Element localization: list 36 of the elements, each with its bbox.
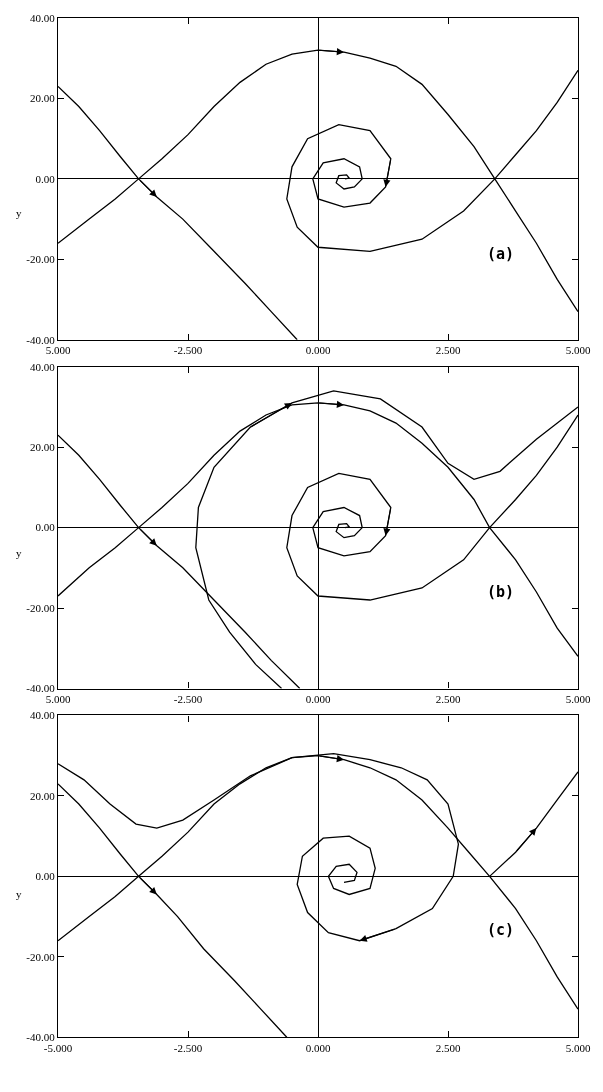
y-tick-label: 20.00 [29,92,56,105]
x-tick-label: -2.500 [173,1041,203,1054]
y-axis-title: y [16,207,22,219]
annotation: (a) [487,245,515,263]
x-tick-label: 5.000 [565,1041,591,1054]
x-tick-label: 2.500 [435,344,461,357]
y-tick-label: 20.00 [29,441,56,454]
y-tick-label: 0.00 [35,870,56,883]
y-tick-label: 0.00 [35,521,56,534]
y-tick-label: 40.00 [29,360,56,373]
y-tick-label: 40.00 [29,709,56,722]
y-tick-label: 0.00 [35,172,56,185]
annotation: (c) [487,921,515,939]
x-tick-label: 0.000 [305,1041,331,1054]
y-tick-label: 40.00 [29,11,56,24]
x-tick-label: 5.000 [45,692,71,705]
x-tick-label: 5.000 [565,344,591,357]
y-tick-label: -20.00 [26,253,56,266]
y-tick-label: -20.00 [26,950,56,963]
x-tick-label: 0.000 [305,692,331,705]
y-axis-title: y [16,547,22,559]
y-tick-label: 20.00 [29,789,56,802]
x-tick-label: 2.500 [435,692,461,705]
y-tick-label: -40.00 [26,1031,56,1044]
annotation: (b) [487,583,515,601]
x-tick-label: 2.500 [435,1041,461,1054]
x-tick-label: 5.000 [45,344,71,357]
x-tick-label: -2.500 [173,344,203,357]
y-tick-label: -40.00 [26,333,56,346]
y-tick-label: -40.00 [26,682,56,695]
x-tick-label: 5.000 [565,692,591,705]
x-tick-label: -2.500 [173,692,203,705]
y-axis-title: y [16,888,22,900]
x-tick-label: 0.000 [305,344,331,357]
y-tick-label: -20.00 [26,601,56,614]
x-tick-label: -5.000 [43,1041,73,1054]
